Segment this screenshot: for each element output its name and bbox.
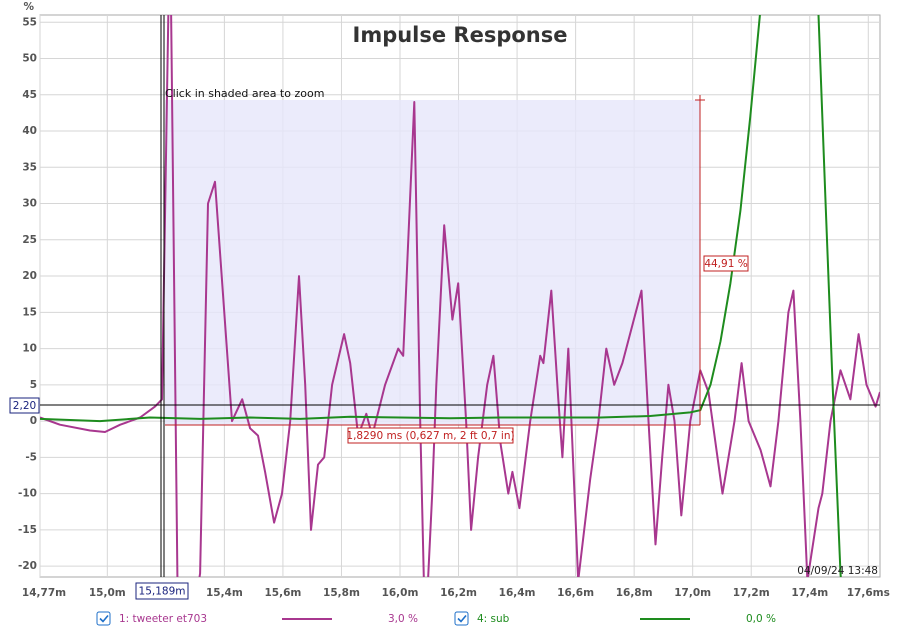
legend-level: 3,0 % <box>388 613 418 625</box>
y-tick-label: -10 <box>18 488 37 500</box>
y-tick-label: -5 <box>25 451 37 463</box>
x-tick-label: 15,8m <box>323 587 360 599</box>
zoom-hint: Click in shaded area to zoom <box>165 87 324 100</box>
cursor-y-label: 2,20 <box>13 400 36 412</box>
y-tick-label: 10 <box>22 343 37 355</box>
chart-title: Impulse Response <box>353 23 568 47</box>
y-unit: % <box>23 1 34 13</box>
y-tick-label: 0 <box>30 415 37 427</box>
y-tick-label: 5 <box>30 379 37 391</box>
x-tick-label: 17,6ms <box>847 587 890 599</box>
legend-checkbox[interactable] <box>96 611 111 626</box>
selection-height: 44,91 % <box>704 258 747 270</box>
series-line <box>40 15 880 577</box>
legend-check <box>457 614 467 623</box>
y-tick-label: -20 <box>18 560 37 572</box>
x-tick-label: 15,0m <box>89 587 126 599</box>
x-tick-label: 16,8m <box>616 587 653 599</box>
y-tick-label: 45 <box>22 89 37 101</box>
x-tick-label: 17,2m <box>733 587 770 599</box>
x-tick-label: 14,77m <box>22 587 66 599</box>
series-line <box>40 15 842 577</box>
y-tick-label: -15 <box>18 524 37 536</box>
x-tick-label: 15,6m <box>264 587 301 599</box>
cursor-y-box <box>9 397 40 414</box>
y-tick-label: 55 <box>22 16 37 28</box>
x-tick-label: 16,0m <box>382 587 419 599</box>
legend-label: 4: sub <box>477 613 510 625</box>
cursor-x-box <box>135 582 189 600</box>
legend-check <box>99 614 109 623</box>
x-tick-label: 17,4m <box>791 587 828 599</box>
legend-level: 0,0 % <box>746 613 776 625</box>
y-tick-label: 30 <box>22 198 37 210</box>
y-tick-label: 20 <box>22 270 37 282</box>
y-tick-label: 50 <box>22 53 37 65</box>
x-tick-label: 16,4m <box>499 587 536 599</box>
legend-checkbox[interactable] <box>454 611 469 626</box>
y-tick-label: 15 <box>22 306 37 318</box>
selection-width-box <box>347 427 514 444</box>
x-tick-label: 15,4m <box>206 587 243 599</box>
cursor-x-label: 15,189m <box>139 586 186 598</box>
legend-label: 1: tweeter et703 <box>119 613 207 625</box>
x-tick-label: 16,2m <box>440 587 477 599</box>
timestamp: 04/09/24 13:48 <box>797 565 878 577</box>
y-tick-label: 35 <box>22 161 37 173</box>
y-tick-label: 25 <box>22 234 37 246</box>
selection-height-box <box>703 255 749 272</box>
x-tick-label: 17,0m <box>674 587 711 599</box>
zoom-selection[interactable] <box>165 100 700 425</box>
x-tick-label: 16,6m <box>557 587 594 599</box>
selection-width: 1,8290 ms (0,627 m, 2 ft 0,7 in) <box>346 430 514 442</box>
y-tick-label: 40 <box>22 125 37 137</box>
